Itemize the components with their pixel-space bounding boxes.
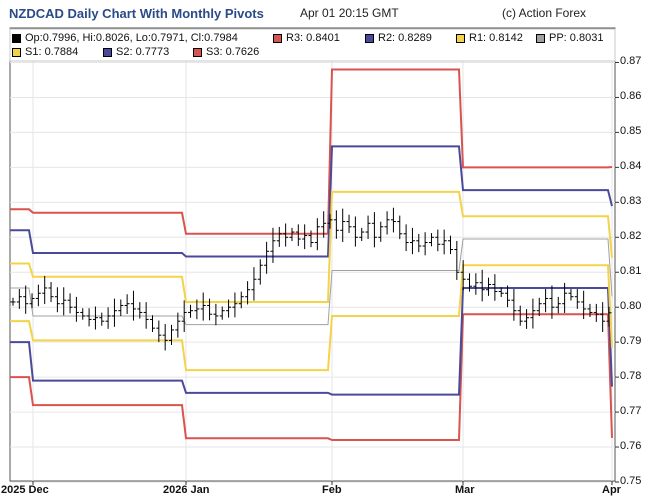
y-tick-label-0.77: 0.77 [620,405,642,418]
legend-ohlc-label: Op:0.7996, Hi:0.8026, Lo:0.7971, Cl:0.79… [25,32,238,44]
legend-s2: S2: 0.7773 [103,46,169,58]
x-tick-label-2: Feb [322,484,342,496]
pivot-line-s1 [10,264,613,372]
y-tick-label-0.85: 0.85 [620,125,642,138]
legend-r1: R1: 0.8142 [456,32,523,44]
legend-r1-swatch [456,33,465,43]
pivot-line-s2 [10,286,613,396]
chart-legend: Op:0.7996, Hi:0.8026, Lo:0.7971, Cl:0.79… [10,30,608,60]
legend-r1-label: R1: 0.8142 [469,32,523,44]
legend-s1: S1: 0.7884 [12,46,78,58]
legend-s1-label: S1: 0.7884 [25,46,79,58]
chart-credit: (c) Action Forex [502,6,587,20]
legend-s1-swatch [12,47,21,57]
legend-ohlc-swatch [12,33,21,43]
pivot-line-r2 [10,145,613,258]
legend-r2-label: R2: 0.8289 [378,32,432,44]
legend-pp-label: PP: 0.8031 [549,32,604,44]
x-tick-label-4: Apr [602,484,621,496]
legend-s3-swatch [193,47,202,57]
y-tick-label-0.75: 0.75 [620,475,642,487]
x-tick-label-0: 2025 Dec [1,484,49,496]
legend-pp: PP: 0.8031 [536,32,603,44]
legend-ohlc: Op:0.7996, Hi:0.8026, Lo:0.7971, Cl:0.79… [12,32,238,44]
legend-pp-swatch [536,33,545,43]
y-tick-label-0.79: 0.79 [620,335,642,348]
pivot-line-r1 [10,190,613,303]
y-tick-label-0.87: 0.87 [620,55,642,68]
y-tick-label-0.86: 0.86 [620,90,642,103]
y-tick-label-0.80: 0.80 [620,300,642,313]
x-tick-label-1: 2026 Jan [163,484,210,496]
legend-s2-swatch [103,47,112,57]
legend-frame [9,28,616,62]
legend-r3-swatch [273,33,282,43]
legend-s3-label: S3: 0.7626 [206,46,260,58]
legend-s2-label: S2: 0.7773 [116,46,170,58]
y-tick-label-0.81: 0.81 [620,265,642,278]
legend-r3-label: R3: 0.8401 [286,32,340,44]
legend-r2-swatch [365,33,374,43]
pivot-line-s3 [10,313,613,442]
y-tick-label-0.84: 0.84 [620,160,642,173]
plot-frame [9,27,616,482]
y-tick-label-0.82: 0.82 [620,230,642,243]
chart-timestamp: Apr 01 20:15 GMT [300,6,399,20]
y-tick-label-0.76: 0.76 [620,440,642,453]
legend-s3: S3: 0.7626 [193,46,259,58]
y-tick-label-0.83: 0.83 [620,195,642,208]
y-tick-label-0.78: 0.78 [620,370,642,383]
legend-r3: R3: 0.8401 [273,32,340,44]
chart-title: NZDCAD Daily Chart With Monthly Pivots [9,6,264,21]
legend-r2: R2: 0.8289 [365,32,432,44]
x-tick-label-3: Mar [455,484,475,496]
